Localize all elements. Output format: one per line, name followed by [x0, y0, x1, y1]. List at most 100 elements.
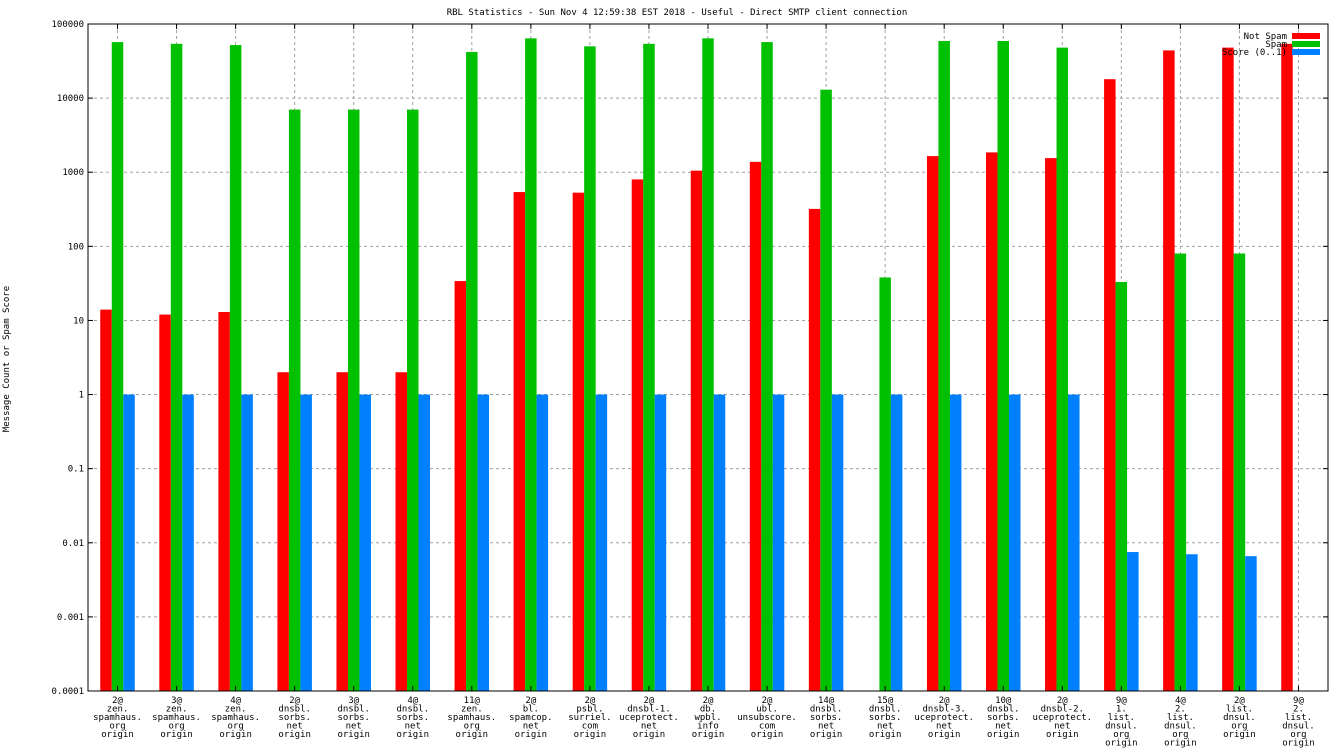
- y-tick-label: 0.001: [57, 613, 84, 623]
- bar-not-spam: [218, 311, 230, 691]
- bar-not-spam: [277, 372, 289, 691]
- x-tick-label: 10@ dnsbl. sorbs. net origin: [987, 696, 1020, 740]
- legend-swatch: [1292, 49, 1320, 55]
- y-tick-label: 1: [79, 391, 84, 401]
- axes: 0.0001 0.001 0.01 0.1 1 10 100 1000 10000 100000 2…: [51, 20, 1329, 749]
- bar-spam: [525, 38, 537, 692]
- bar-not-spam: [631, 179, 644, 691]
- x-tick-label: 2@ list. dnsul. org origin: [1223, 696, 1256, 740]
- x-tick-label: 11@ zen. spamhaus. org origin: [447, 696, 496, 740]
- bar-not-spam: [690, 170, 703, 691]
- bar-score-0-1: [1008, 394, 1021, 691]
- bar-score-0-1: [536, 394, 549, 691]
- y-axis-label: Message Count or Spam Score: [2, 286, 12, 432]
- bar-not-spam: [159, 314, 171, 691]
- bar-score-0-1: [890, 394, 903, 691]
- y-tick-label: 0.1: [68, 465, 84, 475]
- x-tick-label: 2@ bl. spamcop. net origin: [509, 696, 552, 740]
- bar-not-spam: [572, 192, 585, 692]
- bar-score-0-1: [1186, 554, 1198, 691]
- y-tick-label: 0.0001: [51, 687, 84, 697]
- bar-spam: [229, 45, 242, 692]
- bar-spam: [1174, 253, 1187, 691]
- x-tick-label: 2@ dnsbl-3. uceprotect. net origin: [914, 696, 974, 740]
- x-tick-label: 2@ zen. spamhaus. org origin: [93, 696, 142, 740]
- bar-score-0-1: [772, 394, 785, 691]
- bar-spam: [1115, 282, 1128, 691]
- bar-not-spam: [1281, 43, 1293, 692]
- x-tick-label: 3@ zen. spamhaus. org origin: [152, 696, 201, 740]
- x-tick-label: 14@ dnsbl. sorbs. net origin: [810, 696, 843, 740]
- bar-score-0-1: [241, 394, 253, 691]
- bar-score-0-1: [300, 394, 312, 691]
- x-tick-label: 2@ psbl. surriel. com origin: [568, 696, 611, 740]
- bar-spam: [111, 42, 124, 691]
- bar-not-spam: [395, 372, 408, 691]
- bar-not-spam: [100, 309, 112, 691]
- bar-not-spam: [1163, 50, 1175, 691]
- bar-not-spam: [808, 208, 821, 691]
- y-tick-label: 100: [68, 242, 84, 252]
- bar-not-spam: [985, 152, 998, 692]
- legend-label: Score (0..1): [1222, 48, 1287, 58]
- y-tick-label: 0.01: [62, 539, 84, 549]
- legend-swatch: [1292, 41, 1320, 47]
- bar-not-spam: [749, 161, 762, 692]
- bars: [100, 38, 1293, 692]
- bar-score-0-1: [182, 394, 194, 691]
- bar-not-spam: [454, 281, 467, 691]
- bar-score-0-1: [359, 394, 371, 691]
- legend-label: Not Spam: [1244, 32, 1287, 42]
- bar-score-0-1: [1068, 394, 1080, 691]
- bar-score-0-1: [595, 394, 608, 691]
- bar-not-spam: [513, 192, 526, 692]
- bar-spam: [1056, 47, 1069, 692]
- plot-frame: [87, 23, 1329, 692]
- x-tick-label: 2@ dnsbl. sorbs. net origin: [278, 696, 311, 740]
- bar-spam: [643, 43, 655, 692]
- bar-score-0-1: [477, 394, 490, 691]
- bar-spam: [1233, 253, 1246, 691]
- x-tick-label: 2@ dnsbl-2. uceprotect. net origin: [1032, 696, 1092, 740]
- bar-score-0-1: [654, 394, 667, 691]
- bar-score-0-1: [1127, 552, 1139, 691]
- y-tick-label: 10000: [57, 94, 84, 104]
- x-tick-label: 3@ dnsbl. sorbs. net origin: [337, 696, 370, 740]
- bar-score-0-1: [713, 394, 726, 691]
- bar-not-spam: [1222, 47, 1234, 692]
- bar-spam: [938, 40, 950, 691]
- bar-spam: [288, 109, 301, 691]
- x-tick-label: 4@ zen. spamhaus. org origin: [211, 696, 260, 740]
- legend-swatch: [1292, 33, 1320, 39]
- bar-spam: [702, 38, 714, 692]
- bar-spam: [466, 51, 478, 692]
- bar-score-0-1: [418, 394, 431, 691]
- x-tick-label: 2@ ubl. unsubscore. com origin: [737, 696, 797, 740]
- bar-spam: [997, 40, 1009, 691]
- chart-title: RBL Statistics - Sun Nov 4 12:59:38 EST …: [447, 8, 908, 18]
- bar-spam: [820, 89, 832, 692]
- bar-not-spam: [1104, 79, 1116, 692]
- y-tick-label: 10: [73, 316, 84, 326]
- bar-score-0-1: [949, 394, 962, 691]
- x-tick-label: 2@ db. wpbl. info origin: [692, 696, 725, 740]
- x-tick-label: 9@ 2. list. dnsul. org origin: [1282, 696, 1315, 749]
- x-tick-label: 15@ dnsbl. sorbs. net origin: [869, 696, 902, 740]
- y-tick-label: 1000: [62, 168, 84, 178]
- bar-spam: [347, 109, 360, 691]
- x-tick-label: 9@ 1. list. dnsul. org origin: [1105, 696, 1138, 749]
- bar-spam: [170, 43, 183, 692]
- legend-label: Spam: [1265, 40, 1287, 50]
- bar-not-spam: [1045, 158, 1057, 692]
- x-tick-label: 4@ dnsbl. sorbs. net origin: [397, 696, 430, 740]
- bar-score-0-1: [831, 394, 844, 691]
- x-tick-label: 4@ 2. list. dnsul. org origin: [1164, 696, 1197, 749]
- bar-not-spam: [926, 156, 939, 691]
- bar-not-spam: [336, 372, 348, 691]
- bar-score-0-1: [1245, 556, 1257, 691]
- bar-score-0-1: [123, 394, 135, 691]
- y-tick-label: 100000: [51, 20, 84, 30]
- bar-spam: [879, 277, 891, 691]
